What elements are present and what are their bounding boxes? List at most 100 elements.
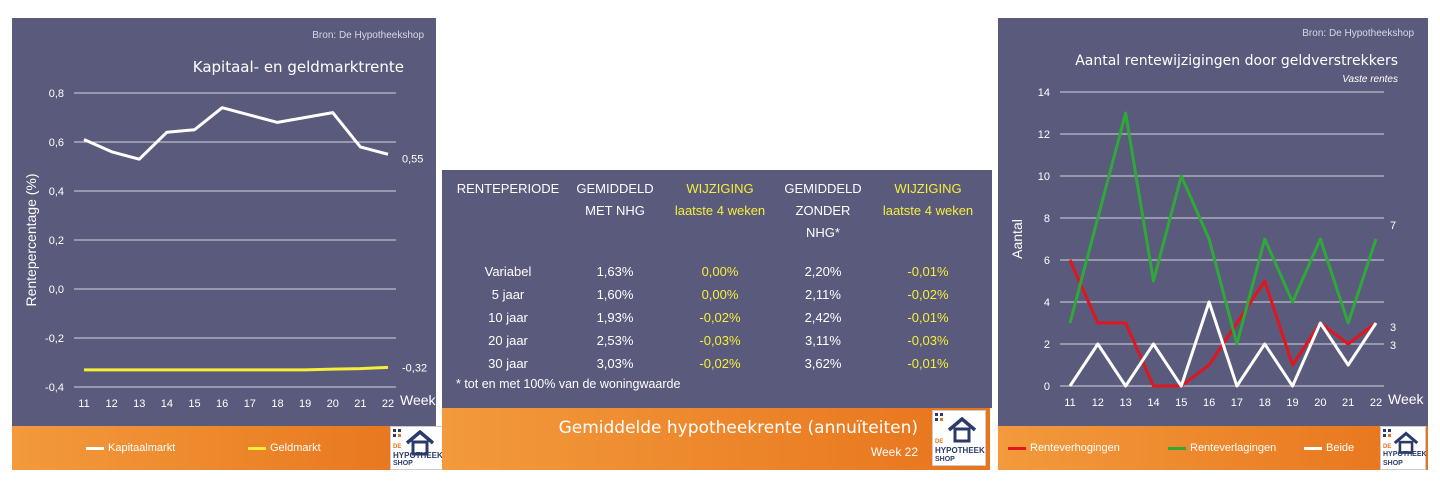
x-tick-label: 17 [1231, 397, 1243, 409]
right-chart-panel: Bron: De Hypotheekshop Aantal rentewijzi… [998, 18, 1428, 470]
rates-cell: 1,60% [596, 287, 634, 302]
rates-cell: 2,11% [805, 287, 841, 302]
rates-cell: 0,00% [701, 287, 739, 302]
rates-table-panel [442, 170, 992, 408]
right-line-chart: 0 2 4 6 8 10 12 14 11 12 13 14 15 16 17 18 19 20 21 22 Week A… [1009, 87, 1425, 409]
y-tick-label: -0,2 [45, 333, 64, 345]
legend-label-beide: Beide [1326, 442, 1355, 454]
rates-cell: -0,02% [699, 310, 741, 325]
left-chart-title: Kapitaal- en geldmarktrente [192, 58, 404, 76]
rates-row: Variabel 1,63% 0,00% 2,20% -0,01% [452, 260, 984, 283]
right-hypotheekshop-logo: DE HYPOTHEEK SHOP [1380, 426, 1427, 470]
x-tick-label: 19 [299, 398, 311, 410]
legend-swatch-kapitaalmarkt [86, 446, 104, 450]
y-tick-label: 12 [1038, 129, 1050, 141]
header-wijziging-met-nhg: WIJZIGING laatste 4 weken [674, 181, 766, 218]
x-tick-label: 18 [1259, 397, 1271, 409]
x-tick-label: 12 [1092, 397, 1104, 409]
logo-dots-icon [935, 413, 943, 421]
y-tick-label: 8 [1044, 213, 1050, 225]
x-tick-label: 21 [354, 398, 366, 410]
series-line-kapitaalmarkt [83, 106, 389, 161]
header-gemiddeld-zonder-nhg: GEMIDDELD ZONDER NHG* [784, 181, 862, 240]
y-tick-label: 14 [1038, 87, 1050, 99]
right-legend-bar: Renteverhogingen Renteverlagingen Beide [998, 426, 1428, 470]
rates-week: Week 22 [870, 445, 918, 459]
legend-label-renteverhogingen: Renteverhogingen [1030, 442, 1120, 454]
legend-item-beide: Beide [1304, 442, 1354, 454]
end-value-label: 0,55 [402, 153, 423, 165]
x-tick-label: 11 [78, 398, 89, 410]
legend-item-renteverhogingen: Renteverhogingen [1008, 442, 1120, 454]
series-line-beide [1068, 300, 1378, 388]
rates-row: 5 jaar 1,60% 0,00% 2,11% -0,02% [452, 283, 984, 306]
x-tick-label: 21 [1342, 397, 1354, 409]
y-tick-label: 0,0 [49, 284, 64, 296]
left-hypotheekshop-logo: DE HYPOTHEEK SHOP [390, 426, 444, 470]
y-tick-label: 4 [1044, 297, 1050, 309]
rates-cell: 2,20% [804, 264, 842, 279]
rates-title: Gemiddelde hypotheekrente (annuïteiten) [558, 418, 918, 438]
x-tick-label: 17 [244, 398, 256, 410]
rates-cell: 3,11% [805, 333, 841, 348]
y-tick-label: 0,6 [49, 137, 64, 149]
logo-dots-icon [1383, 429, 1391, 437]
legend-swatch-renteverhogingen [1008, 446, 1026, 450]
x-axis-label: Week [1388, 391, 1425, 407]
legend-swatch-geldmarkt [248, 446, 266, 450]
logo-house-icon [405, 430, 435, 456]
x-tick-label: 13 [133, 398, 145, 410]
x-tick-label: 22 [1370, 397, 1382, 409]
rates-cell: 2,42% [804, 310, 842, 325]
left-line-chart: -0,4 -0,2 0,0 0,2 0,4 0,6 0,8 11 12 13 14 15 16 17 18 1… [23, 88, 436, 410]
rates-title-bar: Gemiddelde hypotheekrente (annuïteiten) … [442, 408, 990, 470]
y-tick-label: 2 [1044, 339, 1050, 351]
logo-dots-icon [393, 429, 401, 437]
series-line-geldmarkt [84, 365, 389, 372]
x-tick-label: 19 [1286, 397, 1298, 409]
y-tick-label: 0 [1044, 381, 1050, 393]
rates-cell: -0,03% [699, 333, 741, 348]
legend-label-renteverlagingen: Renteverlagingen [1190, 442, 1277, 454]
y-tick-label: 0,4 [49, 186, 64, 198]
legend-swatch-renteverlagingen [1168, 446, 1186, 450]
logo-text-hypotheek: HYPOTHEEK [1383, 451, 1427, 458]
header-renteperiode: RENTEPERIODE [456, 181, 560, 196]
right-source-text: Bron: De Hypotheekshop [1302, 28, 1414, 39]
logo-house-icon [947, 417, 977, 443]
end-value-label: 3 [1390, 340, 1396, 352]
x-tick-label: 14 [1147, 397, 1159, 409]
logo-text-shop: SHOP [393, 460, 413, 467]
middle-hypotheekshop-logo: DE HYPOTHEEK SHOP [932, 410, 986, 466]
logo-text-de: DE [935, 439, 944, 445]
x-tick-label: 11 [1064, 397, 1075, 409]
rates-cell: 0,00% [701, 264, 739, 279]
rates-cell: 1,93% [596, 310, 634, 325]
x-tick-label: 20 [1314, 397, 1326, 409]
rates-cell: -0,02% [907, 287, 949, 302]
logo-text-de: DE [393, 444, 402, 450]
rates-cell: -0,01% [907, 310, 949, 325]
rates-row: 10 jaar 1,93% -0,02% 2,42% -0,01% [452, 306, 984, 329]
legend-label-geldmarkt: Geldmarkt [270, 442, 321, 454]
x-tick-label: 15 [1175, 397, 1187, 409]
x-tick-label: 14 [161, 398, 173, 410]
legend-item-kapitaalmarkt: Kapitaalmarkt [86, 442, 175, 454]
rates-cell: 5 jaar [491, 287, 525, 302]
logo-text-hypotheek: HYPOTHEEK [935, 446, 985, 455]
x-tick-label: 22 [382, 398, 394, 410]
end-value-label: 7 [1390, 220, 1396, 232]
logo-text-shop: SHOP [1383, 460, 1403, 467]
left-chart-panel: Bron: De Hypotheekshop Kapitaal- en geld… [12, 18, 436, 470]
end-value-label: 3 [1390, 322, 1396, 334]
rates-cell: 10 jaar [488, 310, 528, 325]
rates-row: 30 jaar 3,03% -0,02% 3,62% -0,01% [452, 352, 984, 375]
right-chart-title: Aantal rentewijzigingen door geldverstre… [1075, 53, 1398, 69]
rates-cell: 30 jaar [488, 356, 528, 371]
y-axis-label: Aantal [1009, 219, 1025, 259]
y-tick-label: 0,8 [49, 88, 64, 100]
legend-item-geldmarkt: Geldmarkt [248, 442, 321, 454]
rates-row: 20 jaar 2,53% -0,03% 3,11% -0,03% [452, 329, 984, 352]
y-tick-label: 0,2 [49, 235, 64, 247]
rates-table-header: RENTEPERIODE GEMIDDELD MET NHG WIJZIGING l… [452, 178, 984, 244]
